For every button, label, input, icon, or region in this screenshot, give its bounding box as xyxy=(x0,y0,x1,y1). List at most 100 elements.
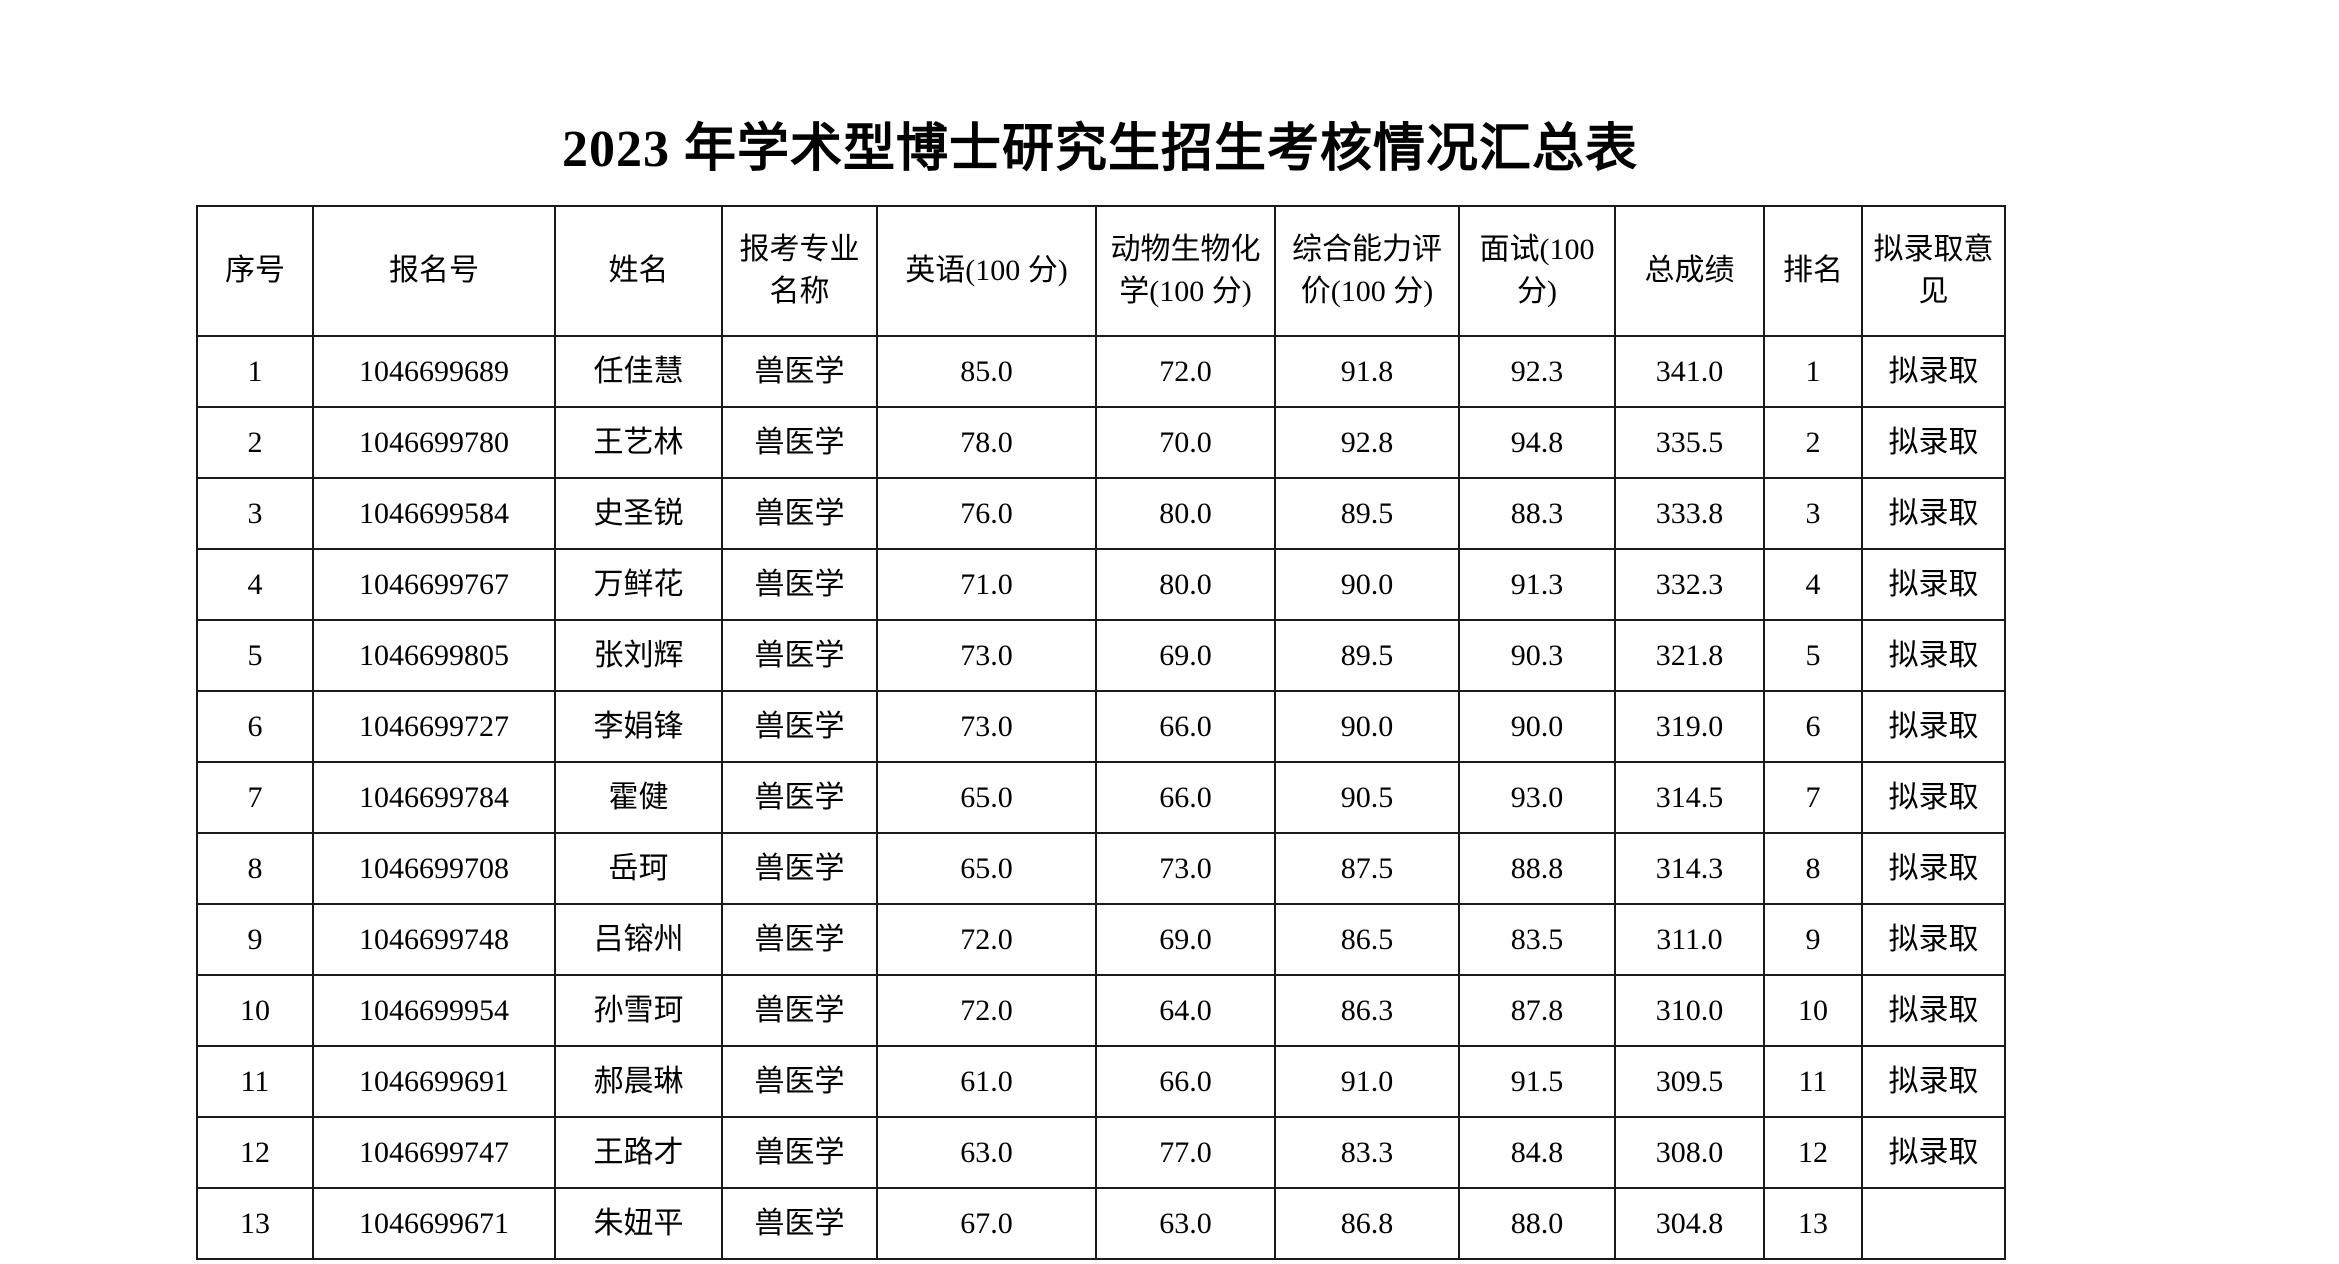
cell-biochem: 63.0 xyxy=(1095,1187,1276,1260)
cell-rank: 9 xyxy=(1763,903,1863,976)
cell-biochem: 64.0 xyxy=(1095,974,1276,1047)
cell-biochem: 73.0 xyxy=(1095,832,1276,905)
cell-interview: 91.3 xyxy=(1458,548,1616,621)
cell-english: 72.0 xyxy=(876,903,1097,976)
cell-biochem: 66.0 xyxy=(1095,761,1276,834)
cell-interview: 84.8 xyxy=(1458,1116,1616,1189)
cell-ability: 86.5 xyxy=(1274,903,1460,976)
cell-name: 王艺林 xyxy=(554,406,723,479)
cell-opinion: 拟录取 xyxy=(1861,619,2006,692)
cell-ability: 91.8 xyxy=(1274,335,1460,408)
cell-interview: 90.3 xyxy=(1458,619,1616,692)
cell-rank: 5 xyxy=(1763,619,1863,692)
cell-opinion: 拟录取 xyxy=(1861,832,2006,905)
table-row: 12 1046699747 王路才 兽医学 63.0 77.0 83.3 84.… xyxy=(196,1116,2006,1189)
cell-major: 兽医学 xyxy=(721,761,878,834)
cell-name: 李娟锋 xyxy=(554,690,723,763)
header-ability: 综合能力评价(100 分) xyxy=(1274,205,1460,337)
header-interview: 面试(100 分) xyxy=(1458,205,1616,337)
cell-reg-no: 1046699671 xyxy=(312,1187,556,1260)
cell-rank: 7 xyxy=(1763,761,1863,834)
table-row: 3 1046699584 史圣锐 兽医学 76.0 80.0 89.5 88.3… xyxy=(196,477,2006,550)
cell-reg-no: 1046699780 xyxy=(312,406,556,479)
cell-english: 71.0 xyxy=(876,548,1097,621)
cell-ability: 92.8 xyxy=(1274,406,1460,479)
cell-total: 310.0 xyxy=(1614,974,1765,1047)
cell-major: 兽医学 xyxy=(721,406,878,479)
cell-biochem: 69.0 xyxy=(1095,903,1276,976)
cell-seq: 8 xyxy=(196,832,314,905)
cell-interview: 94.8 xyxy=(1458,406,1616,479)
cell-opinion: 拟录取 xyxy=(1861,690,2006,763)
cell-reg-no: 1046699748 xyxy=(312,903,556,976)
cell-total: 309.5 xyxy=(1614,1045,1765,1118)
header-opinion: 拟录取意见 xyxy=(1861,205,2006,337)
cell-major: 兽医学 xyxy=(721,1187,878,1260)
cell-opinion: 拟录取 xyxy=(1861,548,2006,621)
cell-rank: 3 xyxy=(1763,477,1863,550)
cell-rank: 11 xyxy=(1763,1045,1863,1118)
cell-major: 兽医学 xyxy=(721,548,878,621)
cell-total: 314.3 xyxy=(1614,832,1765,905)
cell-ability: 91.0 xyxy=(1274,1045,1460,1118)
cell-reg-no: 1046699689 xyxy=(312,335,556,408)
cell-total: 333.8 xyxy=(1614,477,1765,550)
table-row: 6 1046699727 李娟锋 兽医学 73.0 66.0 90.0 90.0… xyxy=(196,690,2006,763)
cell-rank: 4 xyxy=(1763,548,1863,621)
cell-total: 341.0 xyxy=(1614,335,1765,408)
cell-total: 335.5 xyxy=(1614,406,1765,479)
cell-interview: 88.3 xyxy=(1458,477,1616,550)
cell-seq: 12 xyxy=(196,1116,314,1189)
cell-english: 76.0 xyxy=(876,477,1097,550)
cell-interview: 93.0 xyxy=(1458,761,1616,834)
cell-seq: 5 xyxy=(196,619,314,692)
cell-total: 308.0 xyxy=(1614,1116,1765,1189)
cell-reg-no: 1046699708 xyxy=(312,832,556,905)
cell-opinion: 拟录取 xyxy=(1861,761,2006,834)
cell-english: 73.0 xyxy=(876,619,1097,692)
cell-total: 304.8 xyxy=(1614,1187,1765,1260)
cell-name: 王路才 xyxy=(554,1116,723,1189)
cell-ability: 90.0 xyxy=(1274,690,1460,763)
cell-seq: 11 xyxy=(196,1045,314,1118)
cell-ability: 90.0 xyxy=(1274,548,1460,621)
cell-ability: 86.3 xyxy=(1274,974,1460,1047)
cell-name: 岳珂 xyxy=(554,832,723,905)
cell-major: 兽医学 xyxy=(721,477,878,550)
cell-biochem: 80.0 xyxy=(1095,548,1276,621)
cell-english: 61.0 xyxy=(876,1045,1097,1118)
cell-name: 朱妞平 xyxy=(554,1187,723,1260)
table-row: 11 1046699691 郝晨琳 兽医学 61.0 66.0 91.0 91.… xyxy=(196,1045,2006,1118)
cell-opinion xyxy=(1861,1187,2006,1260)
cell-interview: 88.8 xyxy=(1458,832,1616,905)
cell-name: 郝晨琳 xyxy=(554,1045,723,1118)
header-reg-no: 报名号 xyxy=(312,205,556,337)
cell-rank: 1 xyxy=(1763,335,1863,408)
cell-biochem: 80.0 xyxy=(1095,477,1276,550)
table-row: 5 1046699805 张刘辉 兽医学 73.0 69.0 89.5 90.3… xyxy=(196,619,2006,692)
cell-seq: 10 xyxy=(196,974,314,1047)
cell-seq: 1 xyxy=(196,335,314,408)
cell-reg-no: 1046699727 xyxy=(312,690,556,763)
cell-major: 兽医学 xyxy=(721,1116,878,1189)
table-row: 4 1046699767 万鲜花 兽医学 71.0 80.0 90.0 91.3… xyxy=(196,548,2006,621)
header-name: 姓名 xyxy=(554,205,723,337)
cell-total: 332.3 xyxy=(1614,548,1765,621)
header-rank: 排名 xyxy=(1763,205,1863,337)
table-body: 1 1046699689 任佳慧 兽医学 85.0 72.0 91.8 92.3… xyxy=(196,335,2006,1260)
cell-seq: 6 xyxy=(196,690,314,763)
cell-reg-no: 1046699784 xyxy=(312,761,556,834)
cell-reg-no: 1046699691 xyxy=(312,1045,556,1118)
header-biochem: 动物生物化学(100 分) xyxy=(1095,205,1276,337)
cell-seq: 13 xyxy=(196,1187,314,1260)
header-english: 英语(100 分) xyxy=(876,205,1097,337)
cell-english: 67.0 xyxy=(876,1187,1097,1260)
table-row: 7 1046699784 霍健 兽医学 65.0 66.0 90.5 93.0 … xyxy=(196,761,2006,834)
cell-opinion: 拟录取 xyxy=(1861,477,2006,550)
cell-name: 万鲜花 xyxy=(554,548,723,621)
cell-rank: 13 xyxy=(1763,1187,1863,1260)
cell-name: 张刘辉 xyxy=(554,619,723,692)
cell-biochem: 66.0 xyxy=(1095,690,1276,763)
cell-total: 311.0 xyxy=(1614,903,1765,976)
header-major: 报考专业名称 xyxy=(721,205,878,337)
